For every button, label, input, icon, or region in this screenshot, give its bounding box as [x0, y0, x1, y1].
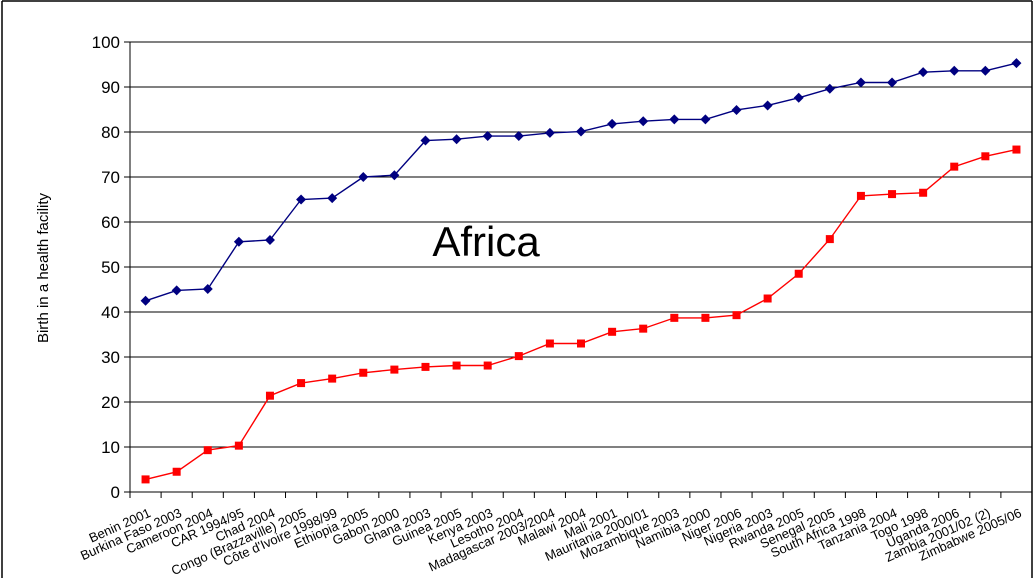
data-point — [296, 194, 307, 205]
data-point — [421, 362, 430, 371]
data-point — [887, 77, 898, 88]
data-point — [763, 294, 772, 303]
data-point — [233, 236, 244, 247]
data-point — [576, 126, 586, 137]
data-point — [701, 313, 710, 322]
data-point — [577, 339, 585, 348]
data-point — [544, 127, 555, 138]
data-point — [670, 313, 679, 322]
data-point — [919, 188, 928, 197]
data-point — [1011, 58, 1022, 69]
data-point — [141, 475, 150, 484]
data-point — [265, 391, 274, 400]
y-tick-label: 100 — [92, 33, 120, 52]
data-point — [918, 67, 929, 78]
chart-annotation: Africa — [432, 218, 540, 265]
data-point — [359, 368, 368, 377]
y-tick-label: 60 — [101, 213, 120, 232]
data-point — [855, 77, 866, 88]
y-axis-label: Birth in a health facility — [35, 192, 52, 343]
y-tick-label: 40 — [101, 303, 120, 322]
data-point — [950, 162, 959, 171]
data-point — [389, 170, 400, 181]
y-tick-label: 70 — [101, 168, 120, 187]
data-point — [669, 114, 680, 125]
data-point — [1012, 145, 1021, 154]
data-point — [794, 269, 803, 278]
data-point — [607, 118, 618, 129]
data-point — [981, 152, 990, 161]
data-point — [451, 134, 462, 145]
data-point — [762, 100, 773, 111]
y-tick-label: 80 — [101, 123, 120, 142]
y-tick-label: 0 — [111, 483, 120, 502]
data-point — [203, 446, 212, 455]
data-point — [297, 379, 306, 388]
y-tick-label: 10 — [101, 438, 120, 457]
series-1 — [140, 58, 1022, 306]
data-point — [639, 324, 648, 333]
data-point — [980, 65, 991, 76]
data-point — [452, 361, 461, 370]
data-point — [638, 116, 649, 127]
data-point — [513, 131, 524, 142]
data-point — [514, 352, 523, 361]
data-point — [172, 467, 181, 476]
data-point — [328, 374, 337, 383]
data-point — [732, 311, 741, 320]
data-point — [327, 193, 338, 204]
data-point — [731, 104, 742, 115]
data-point — [140, 295, 151, 306]
data-point — [202, 284, 213, 295]
y-tick-label: 30 — [101, 348, 120, 367]
data-point — [608, 327, 617, 336]
data-point — [824, 83, 835, 94]
data-point — [700, 114, 711, 125]
y-tick-label: 90 — [101, 78, 120, 97]
data-point — [482, 131, 493, 142]
data-point — [888, 190, 897, 199]
data-point — [483, 361, 492, 370]
series-2 — [141, 145, 1021, 484]
y-axis-ticks: 0 10 20 30 40 50 60 70 80 90 100 — [92, 33, 130, 502]
data-point — [793, 92, 804, 103]
data-point — [420, 135, 431, 146]
data-point — [390, 365, 399, 374]
data-point — [545, 339, 554, 348]
data-point — [234, 441, 243, 450]
series-layer — [140, 58, 1022, 484]
data-point — [949, 65, 960, 76]
data-point — [825, 235, 834, 244]
data-point — [856, 191, 865, 200]
data-point — [358, 172, 369, 182]
data-point — [171, 285, 182, 296]
y-tick-label: 20 — [101, 393, 120, 412]
data-point — [264, 235, 275, 245]
y-tick-label: 50 — [101, 258, 120, 277]
x-axis-ticks — [129, 492, 1033, 498]
